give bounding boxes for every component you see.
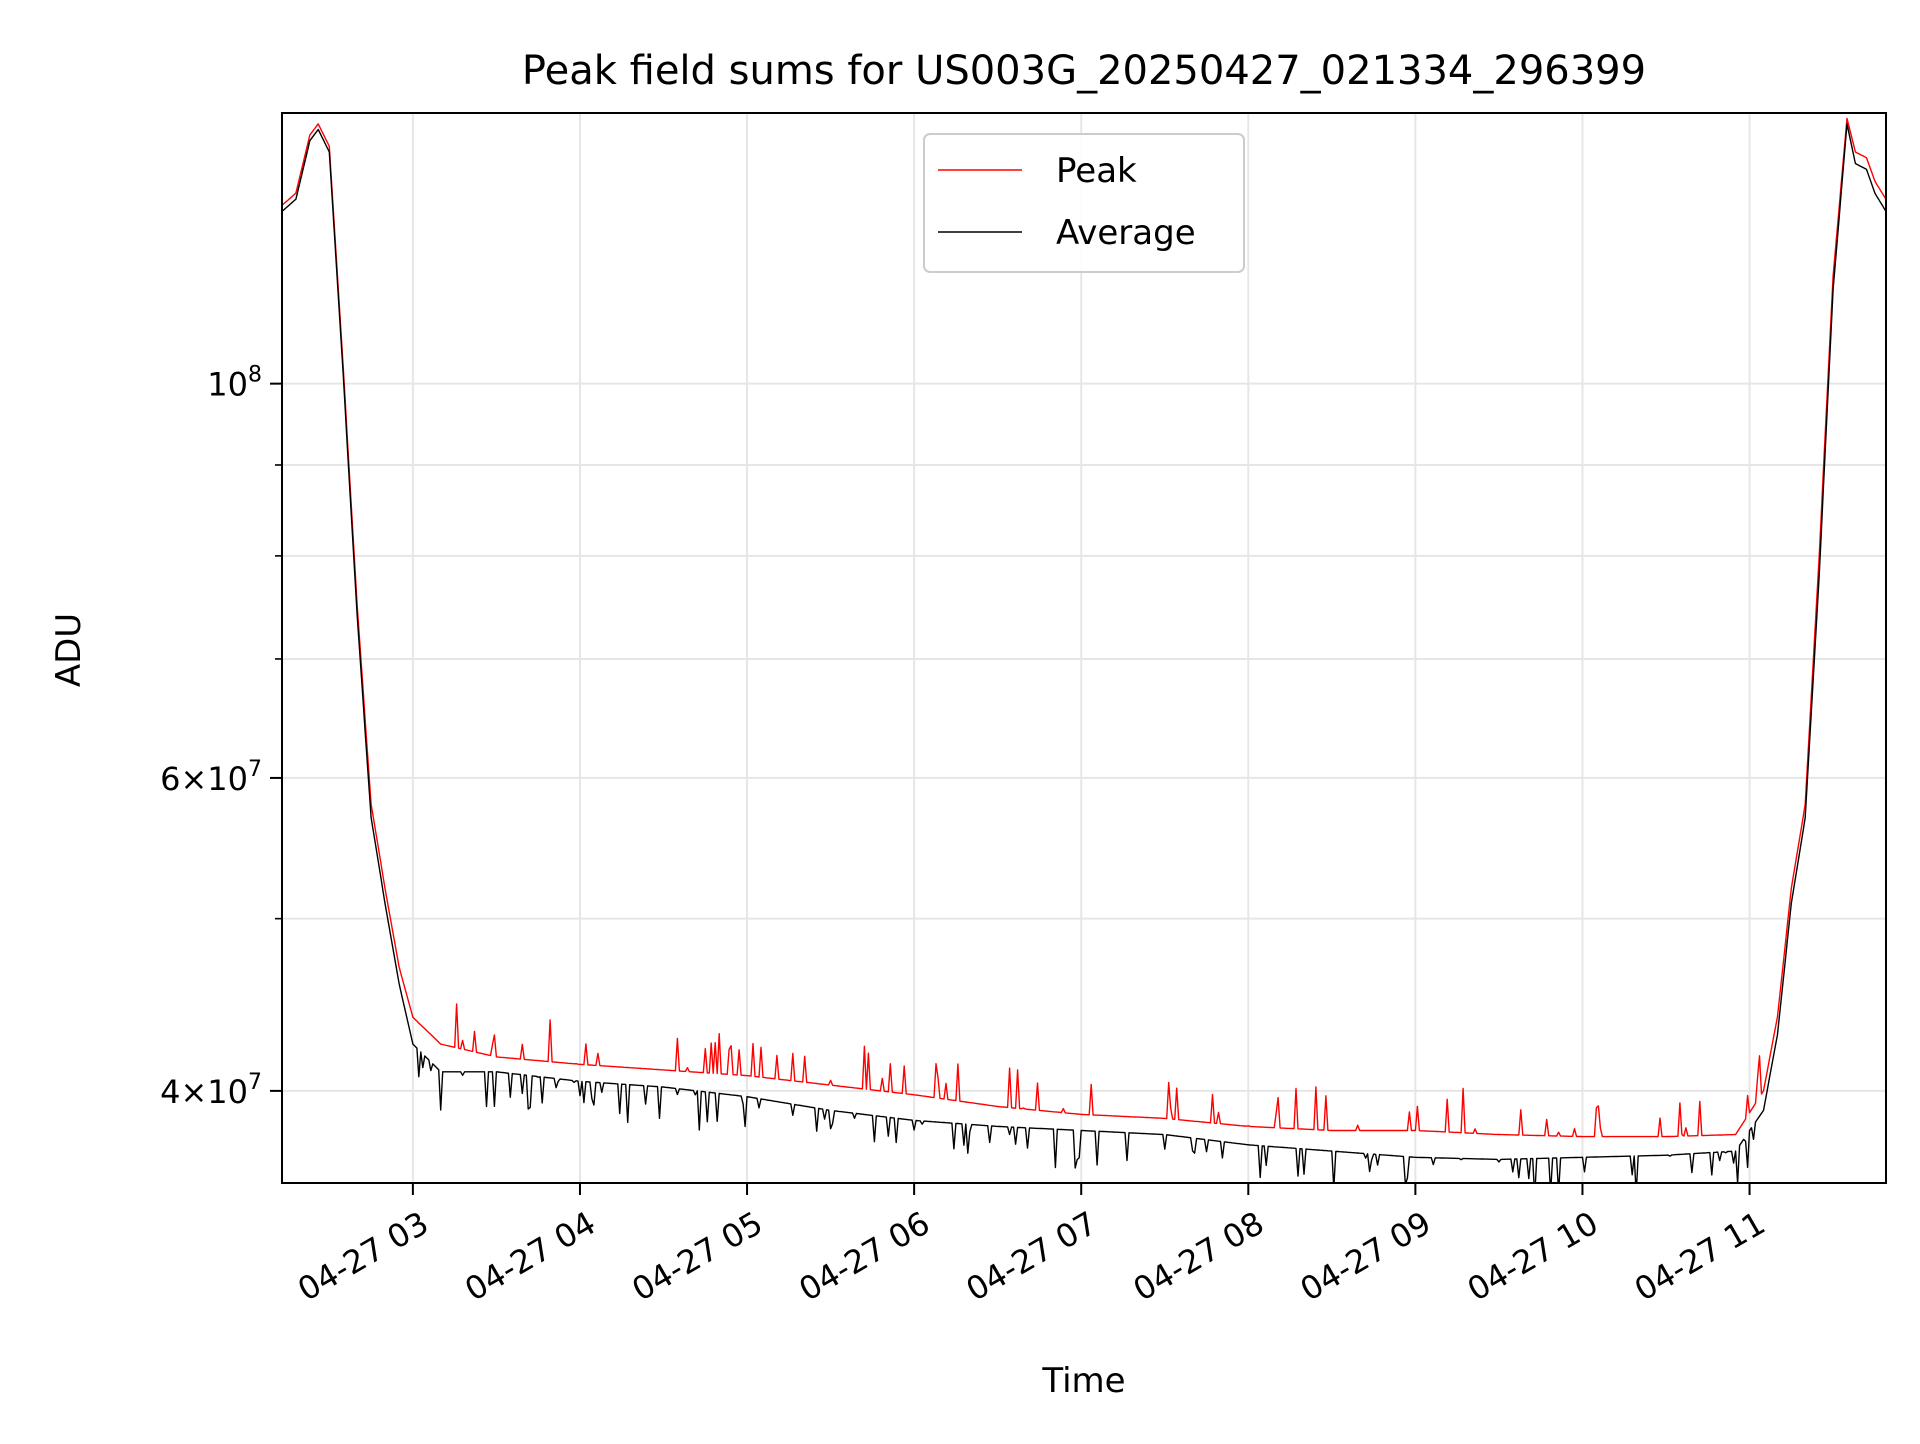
series-line-peak <box>282 117 1886 1138</box>
y-tick-label: 108 <box>207 363 262 404</box>
y-tick-label: 4×107 <box>160 1070 262 1111</box>
chart-title: Peak field sums for US003G_20250427_0213… <box>522 48 1646 94</box>
grid <box>282 113 1886 1183</box>
y-axis: 4×107 6×107 108 <box>160 363 282 1111</box>
legend-label-average: Average <box>1056 213 1196 253</box>
legend-label-peak: Peak <box>1056 151 1137 191</box>
series-layer <box>282 117 1886 1183</box>
legend-box <box>923 133 1245 273</box>
y-tick-label: 6×107 <box>160 757 262 798</box>
plot-frame <box>281 112 1887 1184</box>
legend: Peak Average <box>923 133 1245 273</box>
series-line-average <box>282 123 1886 1183</box>
y-axis-label: ADU <box>49 613 89 687</box>
x-axis-label: Time <box>1041 1361 1125 1401</box>
